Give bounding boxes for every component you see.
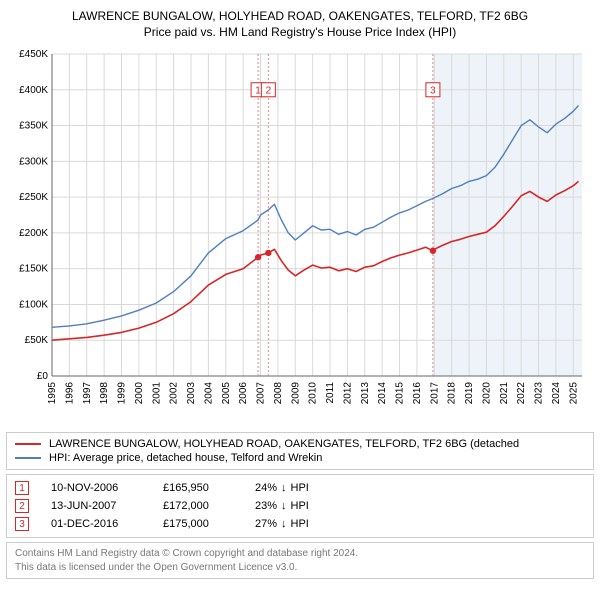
svg-text:2009: 2009 — [290, 382, 301, 405]
svg-text:£50K: £50K — [25, 336, 49, 347]
legend: LAWRENCE BUNGALOW, HOLYHEAD ROAD, OAKENG… — [6, 432, 594, 470]
svg-text:2024: 2024 — [551, 382, 562, 405]
event-row: 2 13-JUN-2007 £172,000 23% HPI — [15, 497, 585, 515]
event-pct-value: 23% — [255, 500, 277, 512]
down-arrow-icon — [281, 518, 287, 530]
svg-text:2021: 2021 — [499, 382, 510, 405]
svg-text:£400K: £400K — [19, 85, 48, 96]
down-arrow-icon — [281, 500, 287, 512]
event-suffix: HPI — [291, 518, 309, 530]
svg-text:2015: 2015 — [395, 382, 406, 405]
event-pct: 24% HPI — [255, 482, 309, 494]
svg-text:1996: 1996 — [64, 382, 75, 405]
svg-text:2001: 2001 — [151, 382, 162, 405]
event-suffix: HPI — [291, 482, 309, 494]
footnote-line2: This data is licensed under the Open Gov… — [15, 561, 585, 575]
svg-text:£250K: £250K — [19, 192, 48, 203]
event-pct: 27% HPI — [255, 518, 309, 530]
chart-title-line1: LAWRENCE BUNGALOW, HOLYHEAD ROAD, OAKENG… — [6, 8, 594, 24]
svg-text:£450K: £450K — [19, 49, 48, 60]
svg-text:2013: 2013 — [360, 382, 371, 405]
legend-row: HPI: Average price, detached house, Telf… — [15, 451, 585, 465]
svg-text:2000: 2000 — [134, 382, 145, 405]
svg-text:£300K: £300K — [19, 157, 48, 168]
event-marker-number: 1 — [15, 481, 29, 495]
legend-row: LAWRENCE BUNGALOW, HOLYHEAD ROAD, OAKENG… — [15, 437, 585, 451]
event-pct: 23% HPI — [255, 500, 309, 512]
events-table: 1 10-NOV-2006 £165,950 24% HPI 2 13-JUN-2007 £1… — [6, 474, 594, 538]
legend-swatch — [15, 457, 41, 459]
footnote: Contains HM Land Registry data © Crown c… — [6, 542, 594, 579]
svg-text:£150K: £150K — [19, 264, 48, 275]
chart-title-line2: Price paid vs. HM Land Registry's House … — [6, 24, 594, 40]
svg-text:2018: 2018 — [447, 382, 458, 405]
svg-text:£350K: £350K — [19, 121, 48, 132]
event-date: 10-NOV-2006 — [51, 482, 141, 494]
chart-title-block: LAWRENCE BUNGALOW, HOLYHEAD ROAD, OAKENG… — [6, 8, 594, 40]
svg-text:£200K: £200K — [19, 228, 48, 239]
svg-text:2022: 2022 — [516, 382, 527, 405]
svg-text:2007: 2007 — [256, 382, 267, 405]
footnote-line1: Contains HM Land Registry data © Crown c… — [15, 547, 585, 561]
legend-label: LAWRENCE BUNGALOW, HOLYHEAD ROAD, OAKENG… — [49, 438, 519, 450]
event-suffix: HPI — [291, 500, 309, 512]
svg-text:2: 2 — [266, 86, 272, 97]
event-price: £175,000 — [163, 518, 233, 530]
svg-text:1: 1 — [255, 86, 261, 97]
svg-text:£100K: £100K — [19, 300, 48, 311]
svg-text:2025: 2025 — [568, 382, 579, 405]
svg-text:1997: 1997 — [82, 382, 93, 405]
svg-text:2014: 2014 — [377, 382, 388, 405]
svg-text:2010: 2010 — [308, 382, 319, 405]
event-row: 1 10-NOV-2006 £165,950 24% HPI — [15, 479, 585, 497]
svg-text:1995: 1995 — [47, 382, 58, 405]
event-marker-number: 2 — [15, 499, 29, 513]
svg-text:2017: 2017 — [429, 382, 440, 405]
svg-text:2011: 2011 — [325, 382, 336, 404]
legend-label: HPI: Average price, detached house, Telf… — [49, 452, 322, 464]
legend-swatch — [15, 443, 41, 445]
event-pct-value: 24% — [255, 482, 277, 494]
svg-text:3: 3 — [430, 86, 436, 97]
event-pct-value: 27% — [255, 518, 277, 530]
svg-text:2008: 2008 — [273, 382, 284, 405]
svg-text:£0: £0 — [37, 371, 49, 382]
down-arrow-icon — [281, 482, 287, 494]
svg-text:2016: 2016 — [412, 382, 423, 405]
event-price: £165,950 — [163, 482, 233, 494]
event-date: 01-DEC-2016 — [51, 518, 141, 530]
event-date: 13-JUN-2007 — [51, 500, 141, 512]
event-marker-number: 3 — [15, 517, 29, 531]
svg-text:1999: 1999 — [117, 382, 128, 405]
svg-text:2012: 2012 — [342, 382, 353, 405]
chart-svg: £0 £50K £100K £150K £200K £250K £300K £350K £400… — [6, 46, 594, 426]
svg-text:2003: 2003 — [186, 382, 197, 405]
svg-text:2019: 2019 — [464, 382, 475, 405]
chart-area: £0 £50K £100K £150K £200K £250K £300K £350K £400… — [6, 46, 594, 426]
svg-text:2020: 2020 — [481, 382, 492, 405]
svg-text:1998: 1998 — [99, 382, 110, 405]
event-price: £172,000 — [163, 500, 233, 512]
svg-text:2002: 2002 — [169, 382, 180, 405]
svg-text:2006: 2006 — [238, 382, 249, 405]
svg-text:2023: 2023 — [534, 382, 545, 405]
event-row: 3 01-DEC-2016 £175,000 27% HPI — [15, 515, 585, 533]
svg-text:2004: 2004 — [203, 382, 214, 405]
svg-text:2005: 2005 — [221, 382, 232, 405]
